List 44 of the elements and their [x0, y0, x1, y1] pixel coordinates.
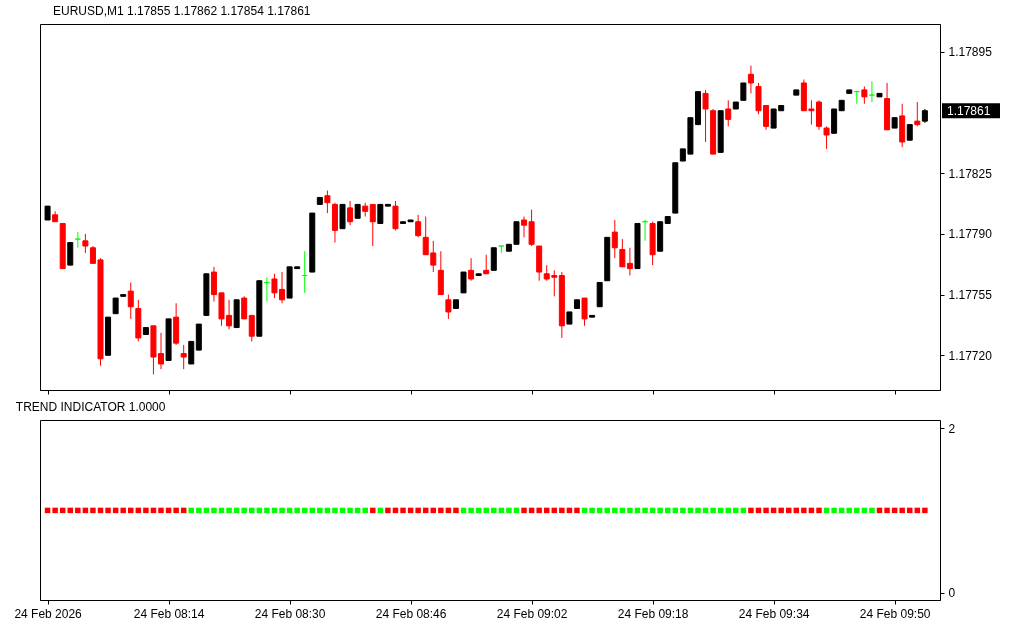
- candlestick: [324, 190, 331, 214]
- candlestick: [415, 214, 422, 238]
- y-tick-label: 1.17895: [948, 45, 993, 60]
- candlestick: [377, 203, 384, 224]
- x-tick-label: 24 Feb 09:18: [617, 606, 689, 621]
- x-tick-label: 24 Feb 08:14: [133, 606, 205, 621]
- candlestick: [248, 314, 255, 342]
- ref-line-label: 1.17861: [947, 103, 991, 118]
- y-tick-label: 1.17825: [948, 166, 993, 181]
- candlestick: [725, 99, 732, 127]
- y-tick-label: 0: [948, 586, 956, 601]
- x-tick-label: 24 Feb 09:50: [859, 606, 931, 621]
- chart-title: TREND INDICATOR 1.0000: [15, 400, 166, 414]
- candlestick: [392, 200, 399, 231]
- candlestick: [483, 254, 490, 275]
- candlestick: [369, 203, 376, 247]
- candlestick: [347, 200, 354, 226]
- candlestick: [747, 65, 754, 94]
- candlestick: [468, 257, 475, 282]
- candlestick: [868, 80, 875, 103]
- candlestick: [127, 281, 134, 320]
- x-tick-label: 24 Feb 08:30: [254, 606, 326, 621]
- candlestick: [241, 295, 248, 320]
- candlestick: [67, 242, 74, 266]
- x-tick-label: 24 Feb 09:02: [496, 606, 568, 621]
- x-tick-label: 24 Feb 2026: [14, 606, 83, 621]
- y-tick-label: 1.17790: [948, 227, 993, 242]
- candlestick: [490, 247, 497, 271]
- candlestick: [823, 125, 830, 150]
- candlestick: [581, 297, 588, 327]
- candlestick: [611, 219, 618, 259]
- candlestick: [914, 101, 921, 127]
- x-tick-label: 24 Feb 08:46: [375, 606, 447, 621]
- candlestick: [445, 294, 452, 320]
- candlestick: [82, 233, 89, 254]
- chart-title: EURUSD,M1 1.17855 1.17862 1.17854 1.17861: [53, 4, 311, 18]
- y-tick-label: 1.17755: [948, 288, 993, 303]
- candlestick: [702, 89, 709, 143]
- y-tick-label: 2: [948, 421, 956, 436]
- candlestick: [180, 344, 187, 370]
- candlestick: [460, 271, 467, 294]
- y-tick-label: 1.17720: [948, 348, 993, 363]
- x-tick-label: 24 Feb 09:34: [738, 606, 810, 621]
- candlestick: [188, 340, 195, 365]
